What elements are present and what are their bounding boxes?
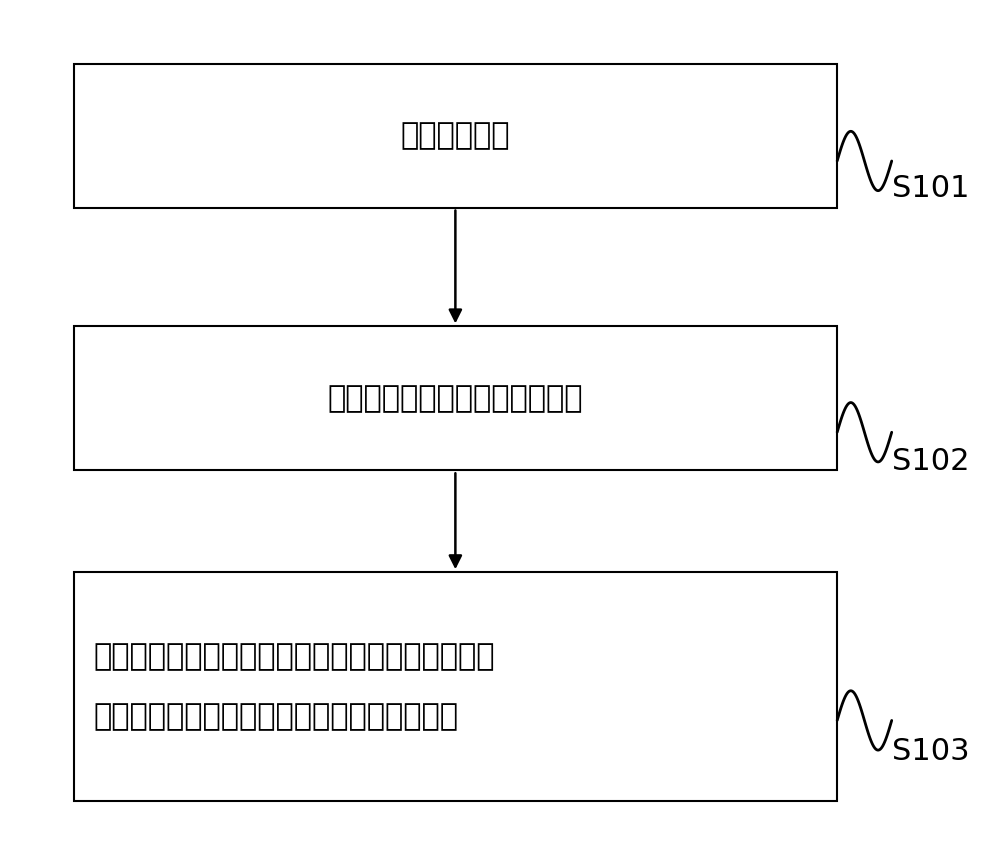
Text: 通过线骨上的目标点识别丝印线条上是否存在缺陷: 通过线骨上的目标点识别丝印线条上是否存在缺陷 — [93, 642, 495, 671]
Bar — [74, 572, 837, 801]
Text: 采集目标图片: 采集目标图片 — [401, 121, 510, 150]
Text: S101: S101 — [892, 174, 969, 203]
Text: S102: S102 — [892, 447, 969, 476]
Text: 提取目标图片中丝印线条的线骨: 提取目标图片中丝印线条的线骨 — [328, 383, 583, 413]
Bar — [74, 63, 837, 208]
Text: ，其中，缺陷包括如下至少之一：凸起和凹陷: ，其中，缺陷包括如下至少之一：凸起和凹陷 — [93, 702, 458, 731]
Bar — [74, 326, 837, 471]
Text: S103: S103 — [892, 737, 969, 766]
